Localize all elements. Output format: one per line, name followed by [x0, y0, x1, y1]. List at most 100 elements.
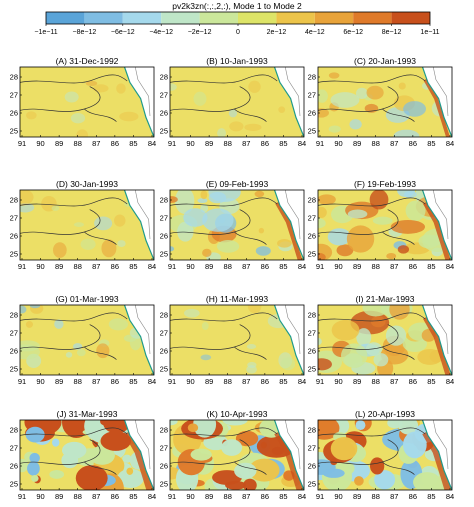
contour-line: [20, 427, 128, 437]
x-tick-label: 89: [353, 377, 361, 386]
border-line: [284, 305, 301, 355]
x-tick-label: 89: [353, 139, 361, 148]
anomaly-blob: [260, 441, 267, 449]
colorbar-title: pv2k3zn(:,:,2,:), Mode 1 to Mode 2: [172, 1, 302, 11]
y-tick-label: 26: [10, 232, 18, 241]
domain-boundary: [273, 305, 304, 375]
x-tick-label: 89: [205, 139, 213, 148]
anomaly-blob: [61, 452, 79, 469]
contour-line: [20, 197, 128, 207]
domain-boundary: [421, 420, 452, 490]
domain-boundary: [273, 190, 304, 260]
anomaly-blob: [356, 328, 372, 347]
x-tick-label: 87: [390, 377, 398, 386]
anomaly-blob: [318, 206, 327, 218]
y-tick-label: 28: [308, 196, 316, 205]
border-line: [134, 305, 151, 355]
y-tick-label: 28: [160, 426, 168, 435]
panel-title: (I) 21-Mar-1993: [355, 294, 414, 304]
x-tick-label: 84: [298, 262, 306, 271]
x-tick-label: 88: [224, 262, 232, 271]
anomaly-blob: [201, 321, 209, 331]
colorbar-tick-label: 6e−12: [343, 29, 363, 36]
y-tick-label: 25: [160, 365, 168, 374]
y-tick-label: 25: [10, 250, 18, 259]
contour-line: [20, 74, 128, 84]
x-tick-label: 88: [74, 262, 82, 271]
anomaly-blob: [75, 465, 108, 490]
panel-frame: [317, 66, 453, 138]
y-tick-label: 27: [308, 214, 316, 223]
anomaly-blob: [94, 216, 113, 231]
panel-title: (K) 10-Apr-1993: [207, 409, 268, 419]
x-tick-label: 86: [261, 139, 269, 148]
y-tick-label: 25: [308, 365, 316, 374]
colorbar-swatch: [238, 12, 277, 24]
y-tick-label: 25: [160, 250, 168, 259]
x-tick-label: 85: [279, 262, 287, 271]
x-tick-label: 91: [316, 262, 324, 271]
contour-line: [318, 312, 426, 322]
x-tick-label: 85: [129, 492, 137, 501]
x-tick-label: 88: [74, 492, 82, 501]
anomaly-blob: [246, 343, 257, 349]
contour-line: [318, 209, 415, 245]
anomaly-blob: [170, 246, 175, 252]
y-tick-label: 25: [308, 250, 316, 259]
anomaly-blob: [101, 239, 117, 258]
coastal-band: [423, 201, 451, 260]
panel-title: (D) 30-Jan-1993: [56, 179, 118, 189]
anomaly-blob: [403, 101, 426, 117]
anomaly-blob: [177, 221, 194, 242]
contour-line: [318, 86, 415, 122]
colorbar-swatch: [276, 12, 315, 24]
domain-boundary: [123, 420, 154, 490]
colorbar-swatch: [353, 12, 392, 24]
anomaly-blob: [280, 357, 296, 371]
panel-frame: [169, 66, 305, 138]
colorbar-swatch: [199, 12, 238, 24]
anomaly-blob: [354, 476, 364, 486]
anomaly-blob: [222, 420, 248, 426]
y-tick-label: 28: [308, 311, 316, 320]
colorbar-swatch: [46, 12, 85, 24]
x-tick-label: 84: [298, 492, 306, 501]
x-tick-label: 91: [168, 492, 176, 501]
x-tick-label: 91: [18, 377, 26, 386]
x-tick-label: 85: [279, 492, 287, 501]
anomaly-blob: [374, 470, 396, 490]
x-tick-label: 84: [148, 139, 156, 148]
anomaly-blob: [248, 80, 261, 93]
x-tick-label: 90: [334, 139, 342, 148]
y-tick-label: 28: [308, 73, 316, 82]
border-line: [284, 67, 301, 117]
y-tick-label: 27: [160, 214, 168, 223]
colorbar-swatch: [161, 12, 200, 24]
y-tick-label: 25: [10, 127, 18, 136]
x-tick-label: 85: [129, 262, 137, 271]
y-tick-label: 28: [160, 196, 168, 205]
anomaly-blob: [170, 196, 178, 203]
anomaly-blob: [405, 200, 426, 221]
border-line: [432, 305, 449, 355]
anomaly-blob: [183, 308, 200, 318]
x-tick-label: 85: [427, 139, 435, 148]
anomaly-blob: [76, 349, 86, 357]
anomaly-blob: [355, 87, 368, 99]
x-tick-label: 90: [186, 262, 194, 271]
panel-title: (E) 09-Feb-1993: [206, 179, 269, 189]
coastal-band: [275, 201, 303, 260]
x-tick-label: 90: [36, 377, 44, 386]
anomaly-blob: [330, 436, 358, 461]
y-tick-label: 27: [10, 444, 18, 453]
x-tick-label: 91: [168, 139, 176, 148]
anomaly-blob: [330, 92, 360, 108]
x-tick-label: 90: [186, 377, 194, 386]
x-tick-label: 90: [36, 492, 44, 501]
anomaly-blob: [243, 478, 257, 490]
x-tick-label: 87: [92, 139, 100, 148]
